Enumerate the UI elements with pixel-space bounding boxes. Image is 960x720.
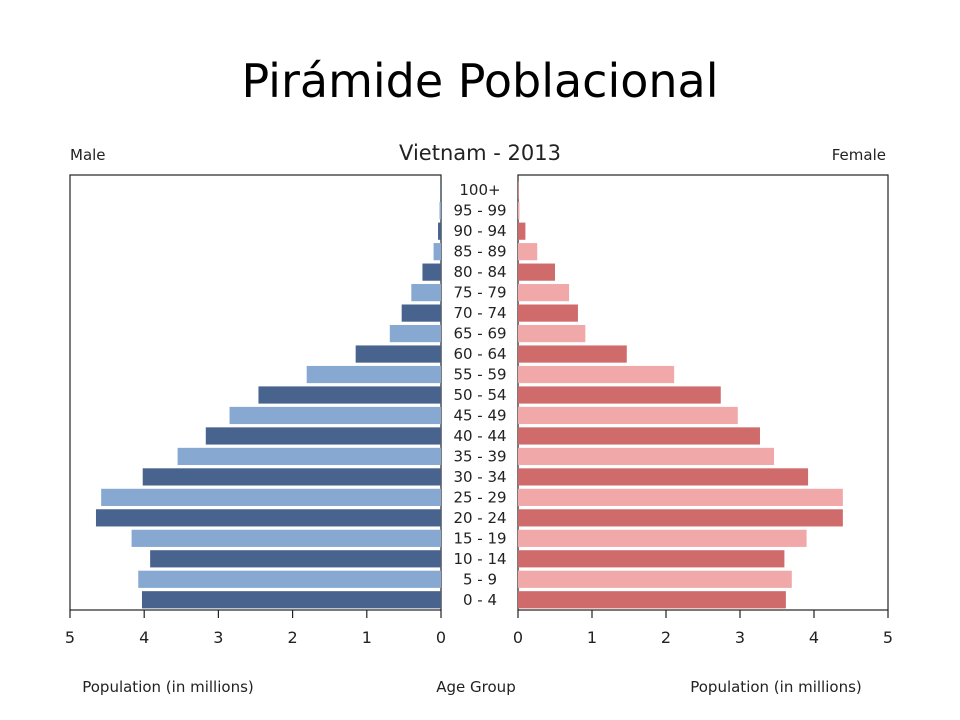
male-bar <box>131 529 441 547</box>
male-bar <box>141 591 441 609</box>
female-x-tick-label: 4 <box>809 628 819 647</box>
age-group-label: 20 - 24 <box>453 509 506 527</box>
female-x-tick-label: 2 <box>661 628 671 647</box>
age-group-label: 90 - 94 <box>453 222 506 240</box>
female-x-tick-label: 5 <box>883 628 893 647</box>
female-bar <box>518 550 785 568</box>
male-bar <box>138 570 441 588</box>
male-x-tick-label: 5 <box>65 628 75 647</box>
age-group-label: 75 - 79 <box>453 284 506 302</box>
female-side-label: Female <box>832 146 886 164</box>
female-bar <box>518 243 538 261</box>
male-side-label: Male <box>70 146 106 164</box>
male-bar <box>205 427 441 445</box>
age-group-label: 15 - 19 <box>453 529 506 547</box>
age-group-label: 70 - 74 <box>453 304 506 322</box>
male-x-tick-label: 4 <box>139 628 149 647</box>
female-bar <box>518 509 843 527</box>
age-group-label: 65 - 69 <box>453 325 506 343</box>
female-bar <box>518 304 578 322</box>
age-group-label: 60 - 64 <box>453 345 506 363</box>
male-x-tick-label: 0 <box>436 628 446 647</box>
female-bar <box>518 529 807 547</box>
female-bar <box>518 591 786 609</box>
male-x-tick-label: 3 <box>213 628 223 647</box>
male-bar <box>439 202 441 220</box>
age-group-label: 55 - 59 <box>453 366 506 384</box>
male-bar <box>229 406 441 425</box>
male-x-tick-label: 2 <box>288 628 298 647</box>
female-bar <box>518 406 738 425</box>
male-bar <box>389 324 441 343</box>
female-x-tick-label: 3 <box>735 628 745 647</box>
age-group-label: 100+ <box>459 181 500 199</box>
age-group-label: 95 - 99 <box>453 202 506 220</box>
male-bar <box>101 488 441 506</box>
female-bar <box>518 386 721 404</box>
male-bar <box>150 550 442 568</box>
slide-title: Pirámide Poblacional <box>241 54 719 108</box>
age-group-label: 85 - 89 <box>453 243 506 261</box>
female-bar <box>518 222 526 240</box>
x-axis-label-left: Population (in millions) <box>82 678 254 696</box>
female-bar <box>518 324 586 343</box>
male-bar <box>401 304 441 322</box>
age-group-label: 25 - 29 <box>453 488 506 506</box>
male-bar <box>411 284 441 302</box>
male-bar <box>355 345 441 363</box>
age-group-label: 30 - 34 <box>453 468 506 486</box>
female-bar <box>518 427 760 445</box>
male-bar <box>438 222 441 240</box>
male-bar <box>422 263 441 281</box>
axes-group: 0 0 1 1 2 2 3 3 4 4 5 5 <box>65 610 893 647</box>
female-bar <box>518 284 570 302</box>
male-bar <box>440 181 441 199</box>
female-bar <box>518 202 520 220</box>
age-group-label: 80 - 84 <box>453 263 506 281</box>
age-group-label: 0 - 4 <box>463 591 497 609</box>
female-bar <box>518 570 792 588</box>
male-bar <box>306 365 441 384</box>
x-axis-label-center: Age Group <box>436 678 515 696</box>
female-x-tick-label: 1 <box>587 628 597 647</box>
female-bar <box>518 468 809 486</box>
female-bar <box>518 447 775 466</box>
age-group-label: 5 - 9 <box>463 570 497 588</box>
female-bar <box>518 365 675 384</box>
male-bar <box>258 386 441 404</box>
age-group-label: 35 - 39 <box>453 447 506 465</box>
female-bar <box>518 345 627 363</box>
male-bar <box>433 243 441 261</box>
chart-title: Vietnam - 2013 <box>399 141 561 165</box>
male-bar <box>95 509 441 527</box>
female-x-tick-label: 0 <box>513 628 523 647</box>
bars-group <box>95 181 843 609</box>
male-x-tick-label: 1 <box>362 628 372 647</box>
age-group-label: 10 - 14 <box>453 550 506 568</box>
age-group-label: 40 - 44 <box>453 427 506 445</box>
age-group-label: 45 - 49 <box>453 406 506 424</box>
male-bar <box>177 447 441 466</box>
female-bar <box>518 263 555 281</box>
female-bar <box>518 181 519 199</box>
age-labels-group: 100+ 95 - 99 90 - 94 85 - 89 80 - 84 75 - 79 7… <box>453 181 506 609</box>
male-bar <box>142 468 441 486</box>
x-axis-label-right: Population (in millions) <box>690 678 862 696</box>
age-group-label: 50 - 54 <box>453 386 506 404</box>
female-bar <box>518 488 843 506</box>
